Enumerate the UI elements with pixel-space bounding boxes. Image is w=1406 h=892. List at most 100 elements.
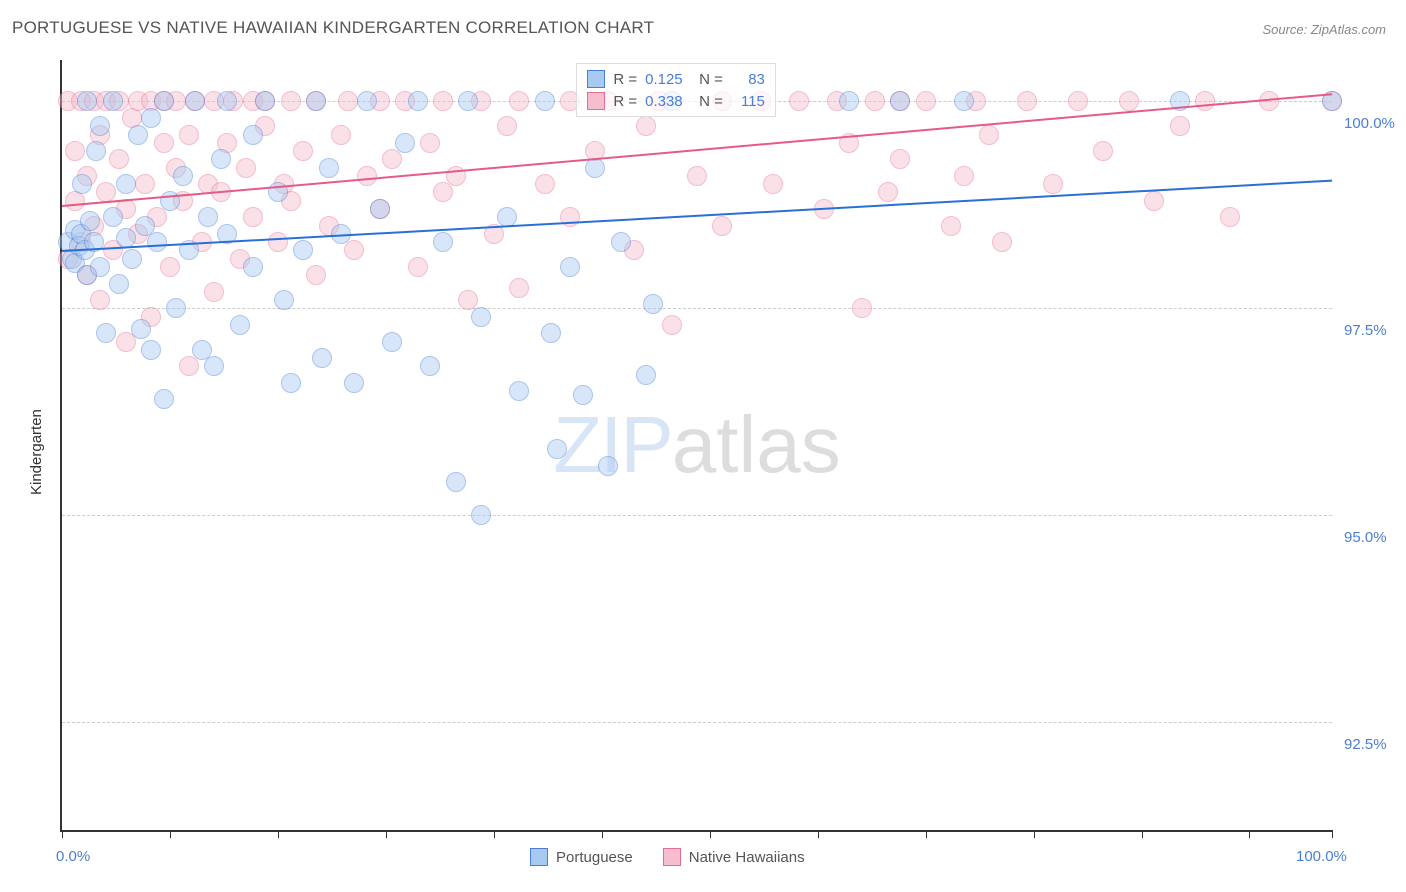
scatter-point bbox=[878, 182, 898, 202]
scatter-point bbox=[979, 125, 999, 145]
scatter-point bbox=[1195, 91, 1215, 111]
scatter-point bbox=[433, 91, 453, 111]
stats-n-value: 115 bbox=[731, 93, 765, 110]
legend-label: Portuguese bbox=[556, 849, 633, 866]
scatter-point bbox=[509, 381, 529, 401]
scatter-point bbox=[1043, 174, 1063, 194]
scatter-point bbox=[331, 125, 351, 145]
scatter-point bbox=[116, 228, 136, 248]
x-tick bbox=[1034, 830, 1035, 838]
scatter-point bbox=[243, 257, 263, 277]
scatter-point bbox=[86, 141, 106, 161]
y-tick-label: 95.0% bbox=[1344, 529, 1387, 546]
scatter-point bbox=[274, 290, 294, 310]
scatter-point bbox=[185, 91, 205, 111]
scatter-point bbox=[395, 133, 415, 153]
scatter-point bbox=[541, 323, 561, 343]
x-tick bbox=[1249, 830, 1250, 838]
scatter-point bbox=[293, 240, 313, 260]
scatter-point bbox=[135, 174, 155, 194]
scatter-point bbox=[1170, 116, 1190, 136]
scatter-point bbox=[72, 174, 92, 194]
scatter-point bbox=[217, 91, 237, 111]
scatter-point bbox=[131, 319, 151, 339]
scatter-point bbox=[433, 232, 453, 252]
scatter-point bbox=[1068, 91, 1088, 111]
scatter-point bbox=[1144, 191, 1164, 211]
scatter-point bbox=[306, 91, 326, 111]
stats-box: R =0.125N =83R =0.338N =115 bbox=[576, 63, 776, 117]
scatter-point bbox=[204, 356, 224, 376]
scatter-point bbox=[166, 298, 186, 318]
scatter-point bbox=[1093, 141, 1113, 161]
x-tick-label: 0.0% bbox=[56, 848, 90, 865]
stats-swatch bbox=[587, 70, 605, 88]
scatter-point bbox=[763, 174, 783, 194]
scatter-point bbox=[954, 91, 974, 111]
stats-row: R =0.125N =83 bbox=[587, 68, 765, 90]
scatter-point bbox=[408, 257, 428, 277]
x-tick bbox=[170, 830, 171, 838]
scatter-point bbox=[535, 91, 555, 111]
stats-r-label: R = bbox=[613, 93, 637, 110]
scatter-point bbox=[90, 116, 110, 136]
scatter-point bbox=[204, 282, 224, 302]
stats-r-label: R = bbox=[613, 71, 637, 88]
stats-n-label: N = bbox=[699, 93, 723, 110]
x-tick bbox=[386, 830, 387, 838]
x-tick bbox=[1142, 830, 1143, 838]
scatter-point bbox=[344, 240, 364, 260]
scatter-point bbox=[712, 216, 732, 236]
scatter-point bbox=[636, 365, 656, 385]
scatter-point bbox=[560, 207, 580, 227]
scatter-point bbox=[344, 373, 364, 393]
x-tick bbox=[602, 830, 603, 838]
scatter-point bbox=[90, 257, 110, 277]
scatter-point bbox=[1119, 91, 1139, 111]
scatter-point bbox=[382, 149, 402, 169]
y-gridline bbox=[62, 722, 1332, 723]
scatter-point bbox=[535, 174, 555, 194]
scatter-point bbox=[789, 91, 809, 111]
scatter-point bbox=[268, 232, 288, 252]
scatter-point bbox=[90, 290, 110, 310]
x-tick bbox=[62, 830, 63, 838]
chart-title: PORTUGUESE VS NATIVE HAWAIIAN KINDERGART… bbox=[12, 18, 654, 38]
scatter-point bbox=[154, 389, 174, 409]
scatter-point bbox=[77, 91, 97, 111]
scatter-point bbox=[211, 149, 231, 169]
scatter-point bbox=[458, 91, 478, 111]
scatter-point bbox=[281, 373, 301, 393]
scatter-point bbox=[293, 141, 313, 161]
stats-swatch bbox=[587, 92, 605, 110]
scatter-point bbox=[160, 191, 180, 211]
scatter-point bbox=[96, 323, 116, 343]
legend-item: Portuguese bbox=[530, 848, 633, 866]
y-tick-label: 100.0% bbox=[1344, 115, 1395, 132]
scatter-point bbox=[382, 332, 402, 352]
legend-swatch bbox=[530, 848, 548, 866]
x-tick bbox=[818, 830, 819, 838]
scatter-point bbox=[141, 108, 161, 128]
x-tick bbox=[494, 830, 495, 838]
scatter-point bbox=[573, 385, 593, 405]
scatter-point bbox=[65, 141, 85, 161]
scatter-point bbox=[611, 232, 631, 252]
scatter-point bbox=[154, 133, 174, 153]
scatter-point bbox=[839, 91, 859, 111]
scatter-point bbox=[319, 158, 339, 178]
scatter-point bbox=[446, 472, 466, 492]
scatter-point bbox=[547, 439, 567, 459]
scatter-point bbox=[230, 315, 250, 335]
scatter-point bbox=[357, 166, 377, 186]
y-gridline bbox=[62, 308, 1332, 309]
scatter-point bbox=[420, 133, 440, 153]
scatter-point bbox=[662, 315, 682, 335]
scatter-point bbox=[941, 216, 961, 236]
scatter-point bbox=[116, 174, 136, 194]
scatter-point bbox=[281, 91, 301, 111]
scatter-point bbox=[154, 91, 174, 111]
y-gridline bbox=[62, 515, 1332, 516]
scatter-point bbox=[243, 125, 263, 145]
y-axis-label: Kindergarten bbox=[28, 409, 45, 495]
